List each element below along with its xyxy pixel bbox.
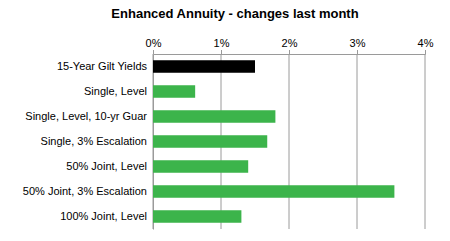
tick-label: 2% [282,37,298,49]
tick: Single, 3% Escalation [41,135,153,147]
tick: 100% Joint, Level [60,210,153,222]
tick: 15-Year Gilt Yields [57,60,153,72]
tick-label: 0% [146,37,162,49]
bar [153,110,275,123]
category-label: 50% Joint, 3% Escalation [23,185,147,197]
tick-mark [153,50,154,54]
tick: 2% [282,37,298,54]
chart: Enhanced Annuity - changes last month 0% 1… [0,0,450,241]
category-label: Single, Level, 10-yr Guar [25,110,147,122]
tick: 3% [350,37,366,54]
plot: 0% 1% 2% 3% 4% 15-Year Gilt Yields Single, Lev… [23,37,434,230]
bar [153,160,248,173]
bars [153,60,394,223]
tick-label: 4% [418,37,434,49]
category-label: 50% Joint, Level [66,160,147,172]
tick-label: 3% [350,37,366,49]
tick-mark [425,50,426,54]
x-axis: 0% 1% 2% 3% 4% [146,37,434,55]
category-label: 15-Year Gilt Yields [57,60,148,72]
bar [153,135,267,148]
tick: 4% [418,37,434,54]
grid-line [357,54,358,229]
tick-label: 1% [214,37,230,49]
tick: 0% [146,37,162,54]
tick-mark [221,50,222,54]
grid-line [289,54,290,229]
bar [153,185,394,198]
title: Enhanced Annuity - changes last month [111,6,358,21]
category-label: Single, 3% Escalation [41,135,147,147]
axis-line [154,50,426,55]
tick-mark [289,50,290,54]
tick: 1% [214,37,230,54]
tick: Single, Level [84,85,153,97]
tick: 50% Joint, Level [66,160,153,172]
tick-mark [357,50,358,54]
tick: 50% Joint, 3% Escalation [23,185,153,197]
grid-line [425,54,426,229]
category-label: Single, Level [84,85,147,97]
grid [153,54,425,229]
bar [153,60,255,73]
y-axis: 15-Year Gilt Yields Single, Level Single, … [23,55,154,230]
bar [153,210,241,223]
bar [153,85,195,98]
category-label: 100% Joint, Level [60,210,147,222]
tick: Single, Level, 10-yr Guar [25,110,153,122]
